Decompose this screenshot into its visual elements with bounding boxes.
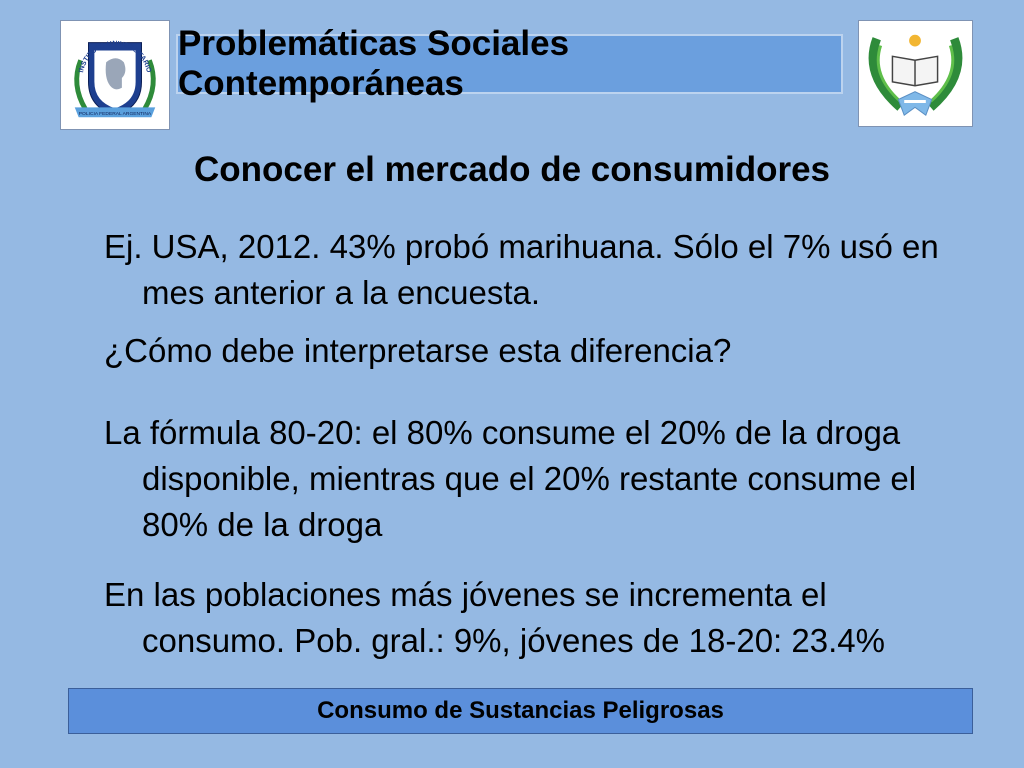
laurel-book-emblem-icon: [868, 34, 963, 116]
institute-seal-icon: INSTITUTO UNIVERSITARIO POLICIA FEDERAL …: [74, 41, 156, 117]
footer-text: Consumo de Sustancias Peligrosas: [317, 697, 724, 724]
paragraph-line: ¿Cómo debe interpretarse esta diferencia…: [104, 332, 732, 369]
slide-title-text: Problemáticas Sociales Contemporáneas: [178, 24, 570, 103]
paragraph-line: La fórmula 80-20: el 80% consume el 20% …: [104, 414, 901, 451]
paragraph-line: disponible, mientras que el 20% restante…: [142, 460, 917, 497]
paragraph-line: 80% de la droga: [142, 506, 383, 543]
paragraph-line: Ej. USA, 2012. 43% probó marihuana. Sólo…: [104, 228, 939, 265]
slide-title: Problemáticas Sociales Contemporáneas: [176, 24, 843, 103]
slide-footer: Consumo de Sustancias Peligrosas: [68, 688, 973, 734]
paragraph-question: ¿Cómo debe interpretarse esta diferencia…: [104, 328, 954, 374]
paragraph-80-20-formula: La fórmula 80-20: el 80% consume el 20% …: [104, 410, 954, 548]
seal-bottom-text: POLICIA FEDERAL ARGENTINA: [79, 111, 152, 117]
paragraph-line: consumo. Pob. gral.: 9%, jóvenes de 18-2…: [142, 622, 885, 659]
paragraph-line: mes anterior a la encuesta.: [142, 274, 541, 311]
paragraph-young-population: En las poblaciones más jóvenes se increm…: [104, 572, 954, 664]
institute-seal-logo: INSTITUTO UNIVERSITARIO POLICIA FEDERAL …: [60, 20, 170, 130]
paragraph-line: En las poblaciones más jóvenes se increm…: [104, 576, 827, 613]
emblem-logo: [858, 20, 973, 127]
slide-subtitle: Conocer el mercado de consumidores: [193, 150, 830, 189]
paragraph-usa-stats: Ej. USA, 2012. 43% probó marihuana. Sólo…: [104, 224, 954, 316]
